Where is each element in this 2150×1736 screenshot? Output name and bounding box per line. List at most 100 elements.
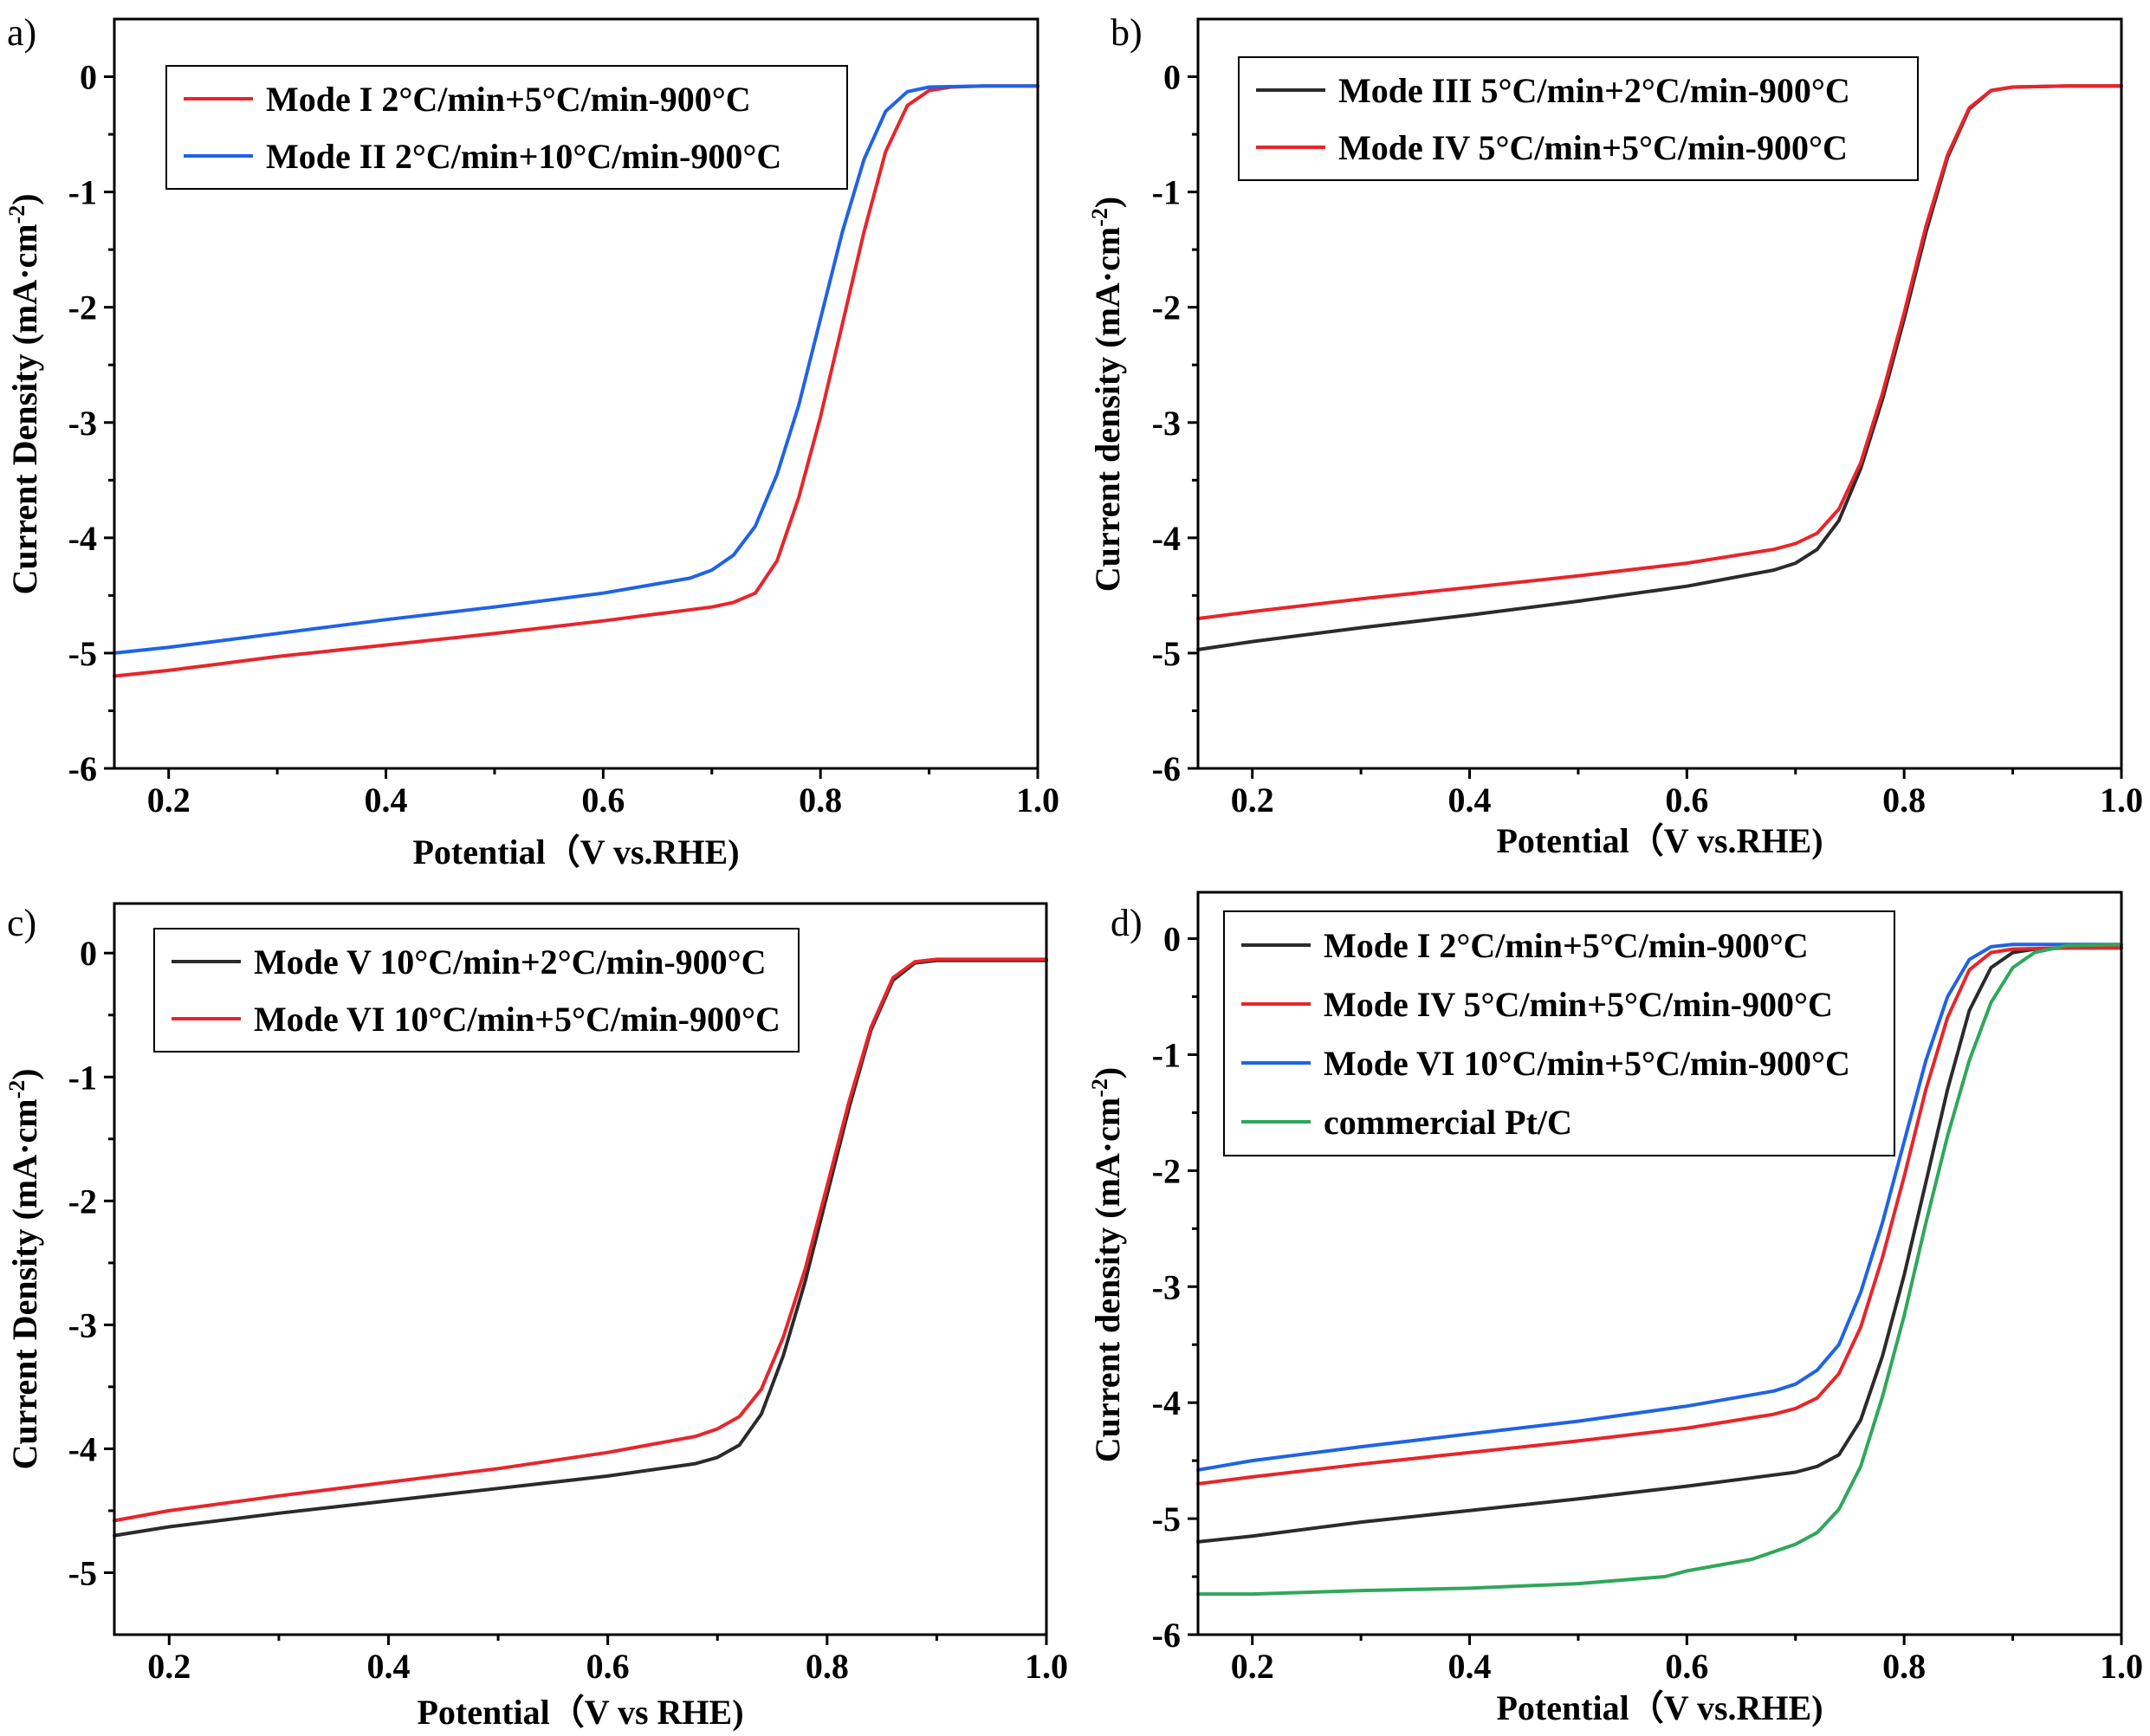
y-tick-label: -3 [68,1305,97,1344]
panel-letter: a) [7,11,36,54]
legend-label-2: Mode VI 10°C/min+5°C/min-900°C [254,1000,780,1039]
x-tick-label: 0.4 [1448,1647,1492,1686]
x-tick-label: 0.6 [586,1647,630,1686]
y-tick-label: -1 [68,173,97,212]
series-line-3 [1196,942,2123,1472]
panel-letter: d) [1111,902,1143,944]
legend-box [153,928,800,1053]
legend-box [1223,910,1895,1156]
y-tick-label: -4 [1152,519,1181,558]
legend-label-1: Mode I 2°C/min+5°C/min-900°C [266,80,751,119]
y-axis-title-text: Current density (mA·cm [1088,227,1127,592]
y-tick-label: -3 [1152,404,1181,443]
y-tick-label: -4 [1152,1383,1181,1422]
x-tick-label: 1.0 [1025,1647,1068,1686]
y-tick-label: -3 [68,404,97,443]
plot-frame [1196,17,2123,770]
x-tick-label: 1.0 [2100,1647,2143,1686]
legend-label-2: Mode IV 5°C/min+5°C/min-900°C [1324,985,1833,1024]
y-tick-label: 0 [1163,920,1181,959]
x-axis-title: Potential（V vs.RHE) [1496,821,1823,860]
x-tick-label: 1.0 [1016,781,1059,819]
chart-panel-4: d) 0.2 0.4 0.6 0.8 1.0 0 -1 -2 -3 -4 -5 -6 Potential（… [1087,891,2143,1727]
series-line-2 [113,957,1048,1523]
legend-label-4: commercial Pt/C [1324,1103,1572,1142]
y-tick-label: 0 [1163,58,1181,97]
y-axis-title-superscript: -2 [4,1080,29,1099]
y-tick-label: -1 [1152,173,1181,212]
y-axis-title: Current density (mA·cm-2) [1087,1067,1127,1462]
chart-panel-3: c) 0.2 0.4 0.6 0.8 1.0 0 -1 -2 -3 -4 -5 Potential（V … [4,902,1068,1732]
panel-letter: c) [7,902,36,944]
x-tick-label: 0.4 [1448,781,1492,819]
y-tick-label: -5 [68,634,97,673]
y-axis-title-superscript: -2 [1087,208,1112,227]
x-tick-label: 0.8 [806,1647,849,1686]
x-tick-label: 0.2 [147,781,191,819]
series-line-2 [1196,946,2123,1486]
y-tick-label: -5 [68,1553,97,1592]
y-tick-label: -2 [68,1182,97,1221]
y-tick-label: -3 [1152,1267,1181,1306]
y-axis-title: Current Density (mA·cm-2) [4,1068,44,1469]
legend-label-3: Mode VI 10°C/min+5°C/min-900°C [1324,1044,1850,1083]
y-axis-title: Current density (mA·cm-2) [1087,197,1127,592]
legend-label-2: Mode IV 5°C/min+5°C/min-900°C [1338,128,1848,167]
x-tick-label: 0.2 [147,1647,191,1686]
legend-label-1: Mode I 2°C/min+5°C/min-900°C [1324,926,1809,965]
legend-box [165,65,848,190]
x-tick-label: 0.8 [799,781,842,819]
y-tick-label: -4 [68,519,97,558]
x-tick-label: 0.6 [581,781,625,819]
x-tick-label: 0.4 [365,781,408,819]
x-tick-label: 0.8 [1882,781,1926,819]
y-tick-label: -2 [1152,1151,1181,1190]
x-tick-label: 0.6 [1665,1647,1708,1686]
y-axis-title-text: Current Density (mA·cm [5,223,44,594]
chart-panel-2: b) 0.2 0.4 0.6 0.8 1.0 0 -1 -2 -3 -4 -5 -6 Potential（… [1087,11,2143,860]
y-tick-label: -5 [1152,1500,1181,1538]
y-tick-label: -6 [1152,749,1181,788]
x-axis-title: Potential（V vs.RHE) [1496,1688,1823,1727]
x-tick-label: 0.2 [1231,1647,1274,1686]
series-line-1 [1196,946,2123,1544]
y-tick-label: -6 [1152,1616,1181,1655]
y-axis-title-text: Current density (mA·cm [1088,1098,1127,1462]
y-tick-label: -1 [1152,1035,1181,1074]
x-tick-label: 0.4 [366,1647,410,1686]
y-tick-label: -1 [68,1058,97,1097]
plot-frame [1196,891,2123,1636]
y-tick-label: -4 [68,1429,97,1468]
y-axis-title: Current Density (mA·cm-2) [4,193,44,594]
series-line-4 [1196,942,2123,1597]
y-axis-title-end: ) [5,193,44,204]
x-tick-label: 0.8 [1882,1647,1926,1686]
plot-frame [113,902,1048,1636]
legend-box [1238,56,1919,181]
y-tick-label: -2 [1152,288,1181,327]
plot-frame [113,17,1039,770]
y-axis-title-superscript: -2 [1087,1079,1112,1098]
series-line-1 [113,84,1039,678]
chart-panel-1: a) 0.2 0.4 0.6 0.8 1.0 0 -1 -2 -3 -4 -5 -6 Potential（… [4,11,1059,871]
legend: Mode I 2°C/min+5°C/min-900°C Mode IV 5°C/… [1223,910,1895,1156]
legend-label-1: Mode III 5°C/min+2°C/min-900°C [1338,71,1850,110]
x-tick-label: 1.0 [2100,781,2143,819]
y-tick-label: -6 [68,749,97,788]
panel-letter: b) [1111,11,1143,54]
legend-label-1: Mode V 10°C/min+2°C/min-900°C [254,942,767,981]
y-axis-title-text: Current Density (mA·cm [5,1098,44,1469]
series-line-2 [113,84,1039,655]
legend: Mode I 2°C/min+5°C/min-900°C Mode II 2°C/… [165,65,848,190]
x-axis-title: Potential（V vs RHE) [417,1693,743,1732]
x-axis-title: Potential（V vs.RHE) [412,832,739,871]
legend-label-2: Mode II 2°C/min+10°C/min-900°C [266,137,781,176]
y-tick-label: -5 [1152,634,1181,673]
y-tick-label: 0 [80,934,97,973]
y-axis-title-end: ) [1088,1067,1127,1079]
x-tick-label: 0.2 [1231,781,1274,819]
series-line-2 [1196,84,2123,620]
y-axis-title-end: ) [5,1068,44,1079]
legend: Mode III 5°C/min+2°C/min-900°C Mode IV 5°… [1238,56,1919,181]
